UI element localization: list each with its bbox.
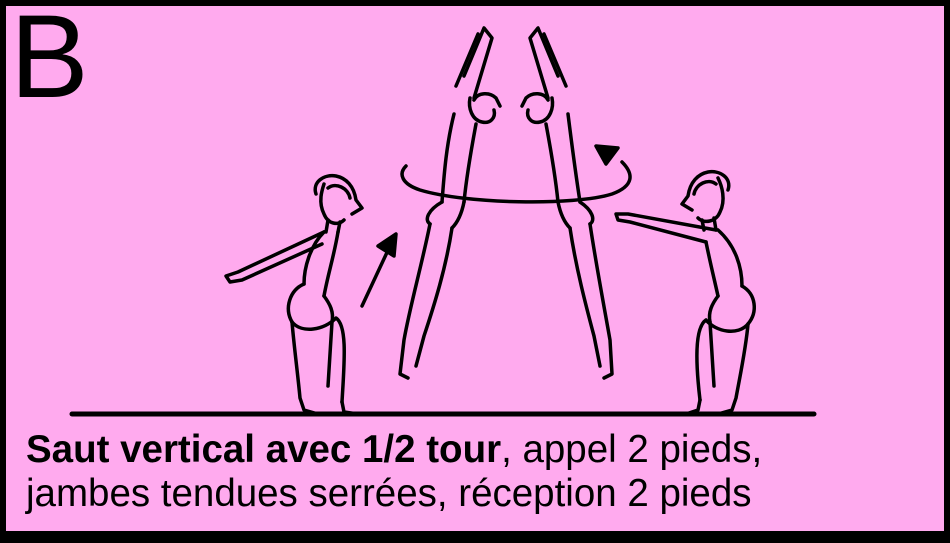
caption-line-1-rest: , appel 2 pieds, (501, 428, 763, 471)
crouch-left-gymnast (224, 173, 364, 416)
jump-gymnast-facing-left (520, 26, 614, 380)
up-arrow (360, 232, 398, 308)
rotation-arrow (400, 144, 632, 204)
exercise-letter: B (10, 0, 89, 123)
exercise-illustration (69, 26, 817, 417)
jump-gymnast-facing-right (398, 26, 502, 380)
caption-bold-title: Saut vertical avec 1/2 tour (26, 428, 502, 471)
caption-line-1: Saut vertical avec 1/2 tour, appel 2 pie… (26, 428, 938, 472)
exercise-caption: Saut vertical avec 1/2 tour, appel 2 pie… (26, 428, 938, 516)
crouch-right-gymnast (614, 169, 756, 416)
caption-line-2: jambes tendues serrées, réception 2 pied… (26, 472, 752, 515)
